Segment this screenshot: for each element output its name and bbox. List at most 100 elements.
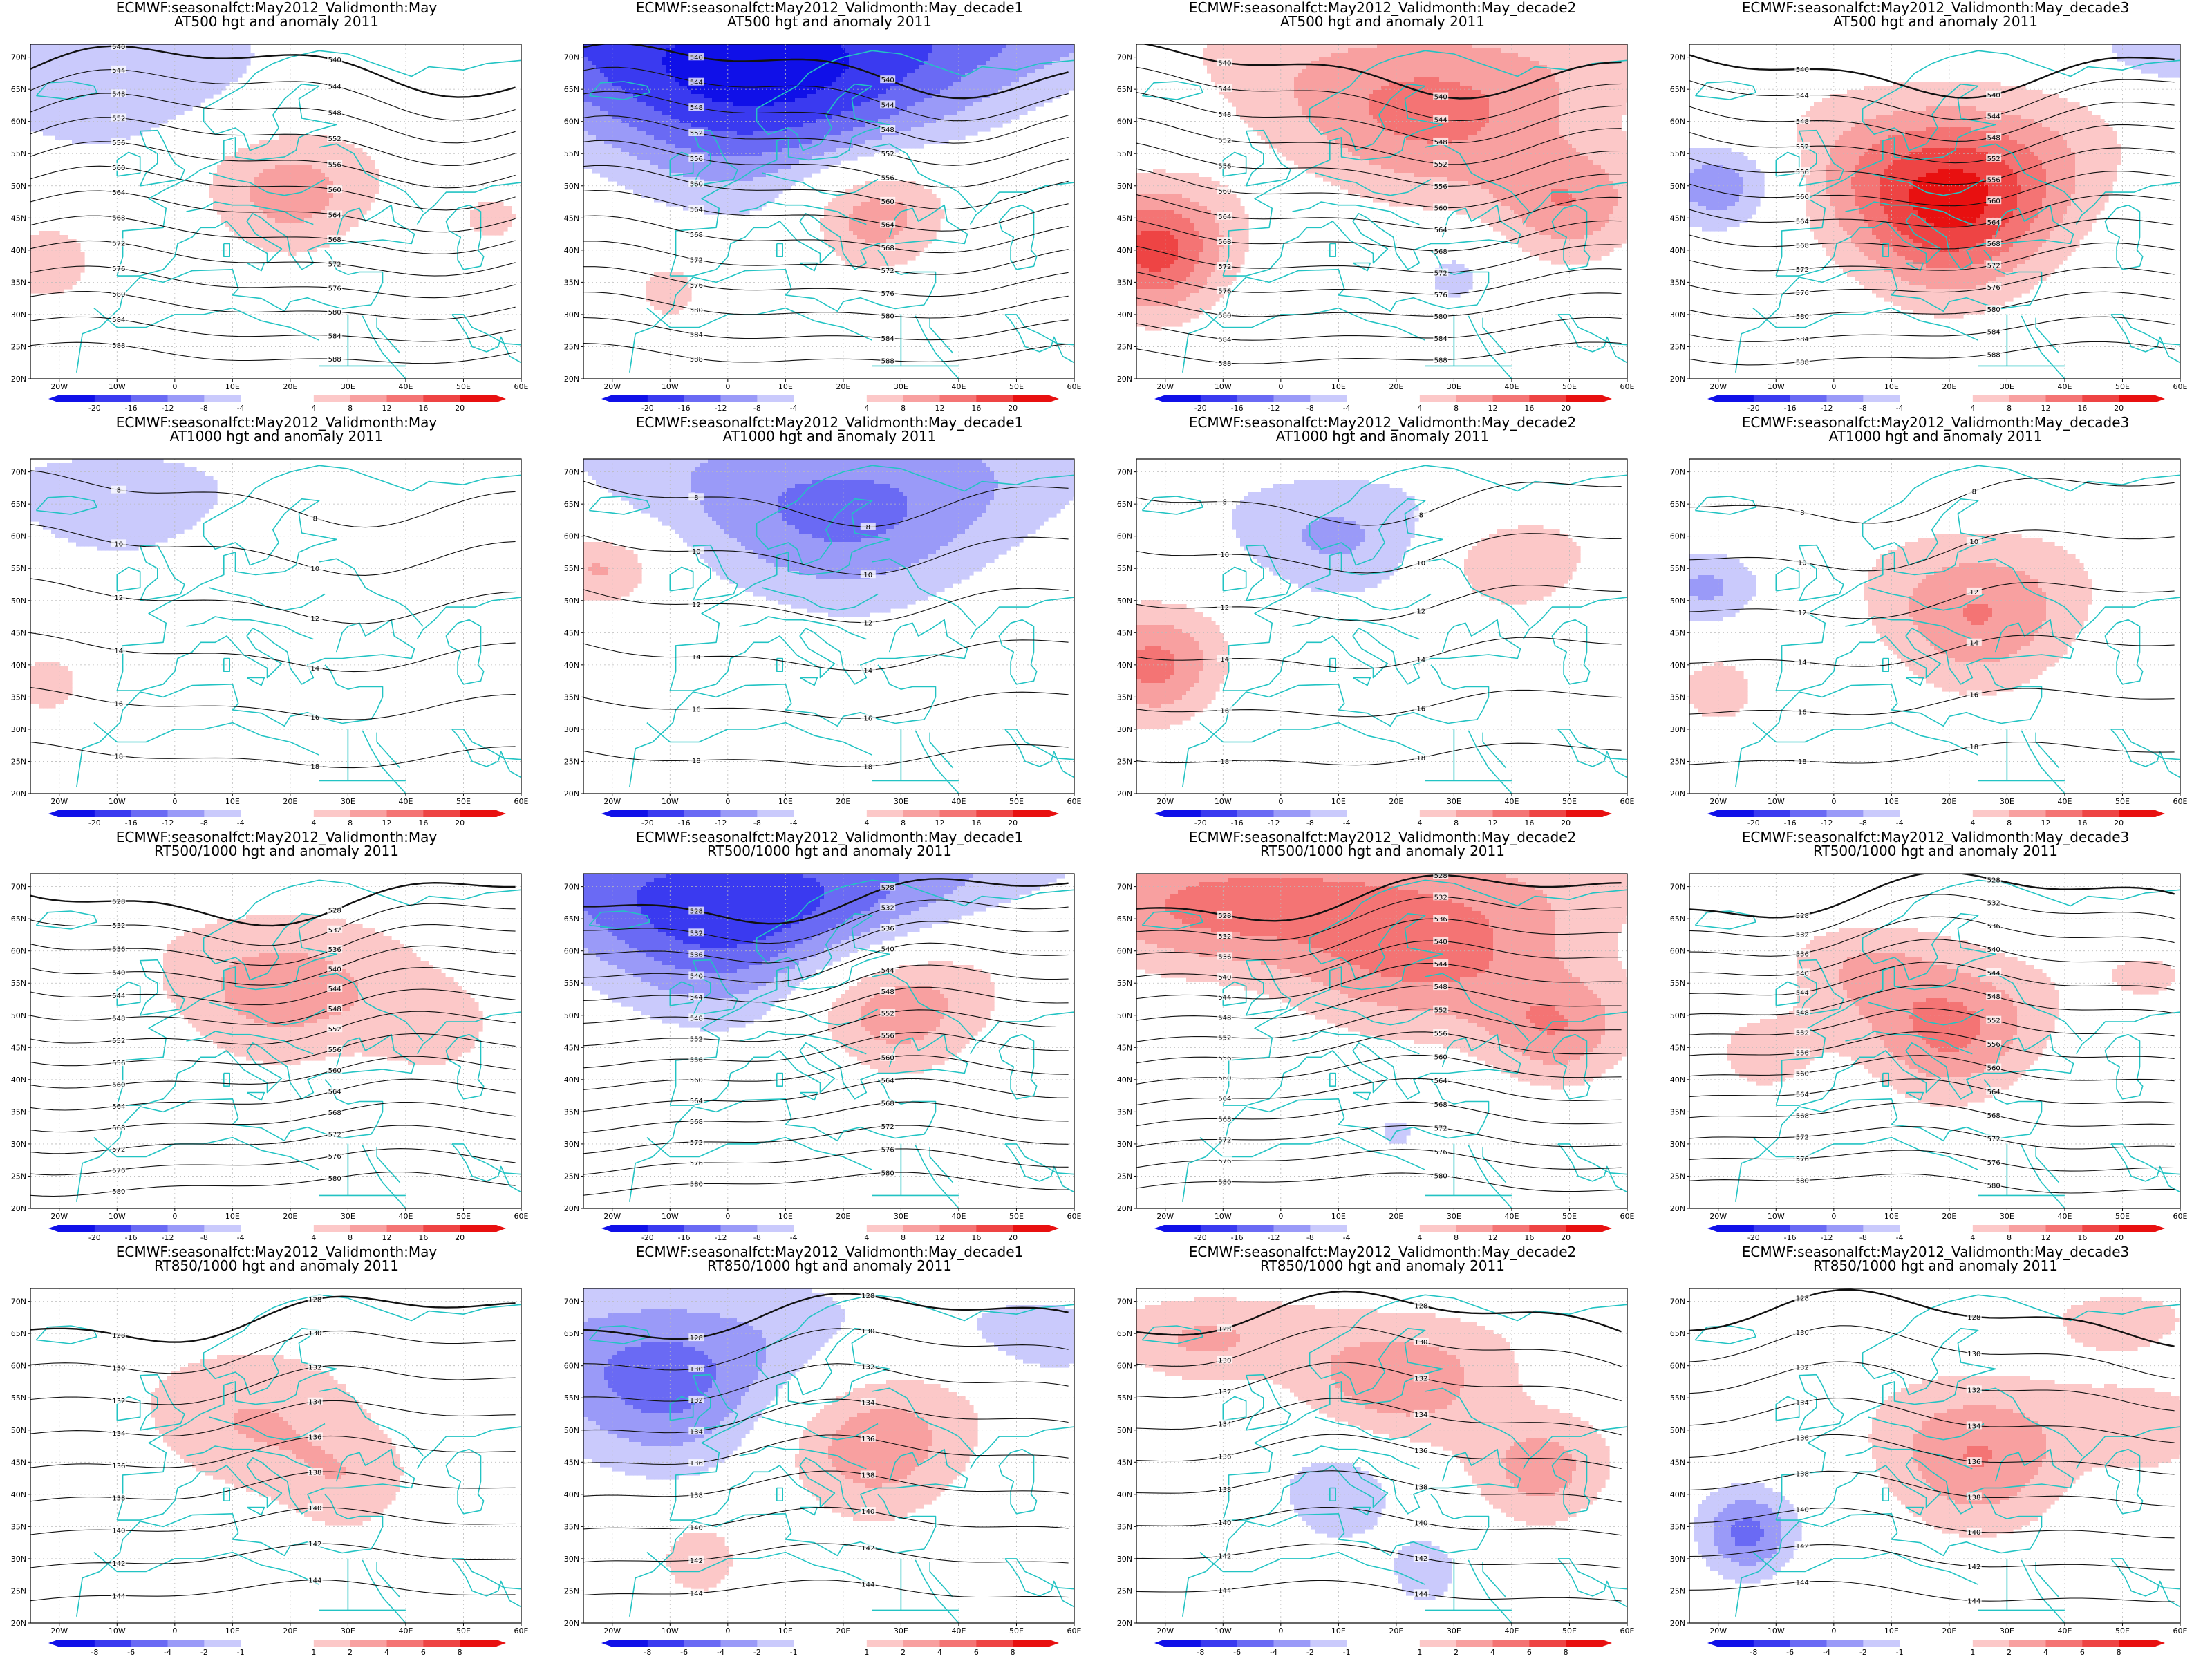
anomaly-cell	[791, 131, 796, 136]
anomaly-cell	[695, 111, 700, 115]
anomaly-cell	[242, 194, 247, 198]
anomaly-cell	[68, 90, 73, 95]
anomaly-cell	[753, 115, 758, 120]
anomaly-cell	[621, 98, 626, 103]
anomaly-cell	[886, 69, 891, 74]
anomaly-cell	[957, 53, 962, 57]
anomaly-cell	[337, 148, 342, 153]
anomaly-cell	[229, 73, 234, 78]
anomaly-cell	[803, 65, 808, 70]
anomaly-cell	[658, 115, 663, 120]
anomaly-cell	[317, 194, 321, 198]
anomaly-cell	[592, 86, 597, 91]
anomaly-cell	[953, 127, 957, 132]
anomaly-cell	[812, 65, 816, 70]
anomaly-cell	[641, 131, 646, 136]
anomaly-cell	[617, 77, 621, 82]
anomaly-cell	[654, 44, 659, 49]
anomaly-cell	[828, 61, 833, 66]
anomaly-cell	[275, 231, 280, 236]
anomaly-cell	[283, 218, 288, 223]
contour-label: 576	[328, 285, 341, 292]
anomaly-cell	[874, 106, 879, 111]
anomaly-cell	[288, 189, 292, 194]
anomaly-cell	[259, 243, 263, 248]
anomaly-cell	[874, 82, 879, 86]
anomaly-cell	[142, 111, 147, 115]
anomaly-cell	[671, 140, 675, 144]
anomaly-cell	[234, 198, 238, 203]
anomaly-cell	[30, 247, 35, 252]
anomaly-cell	[924, 53, 928, 57]
anomaly-cell	[766, 48, 771, 53]
anomaly-cell	[903, 69, 908, 74]
anomaly-cell	[279, 185, 284, 190]
anomaly-cell	[142, 119, 147, 124]
anomaly-cell	[766, 135, 771, 140]
anomaly-cell	[184, 90, 189, 95]
contour-label: 580	[112, 291, 125, 299]
anomaly-cell	[1023, 86, 1028, 91]
anomaly-cell	[292, 243, 297, 248]
anomaly-cell	[646, 57, 650, 62]
anomaly-cell	[192, 90, 197, 95]
anomaly-cell	[234, 223, 238, 227]
anomaly-cell	[782, 69, 787, 74]
anomaly-cell	[109, 86, 114, 91]
anomaly-cell	[832, 119, 837, 124]
anomaly-cell	[812, 94, 816, 99]
anomaly-cell	[51, 272, 56, 277]
anomaly-cell	[341, 144, 346, 149]
anomaly-cell	[762, 82, 767, 86]
anomaly-cell	[167, 94, 172, 99]
anomaly-cell	[998, 53, 1003, 57]
anomaly-cell	[93, 44, 97, 49]
anomaly-cell	[617, 102, 621, 107]
anomaly-cell	[915, 53, 920, 57]
anomaly-cell	[84, 53, 89, 57]
anomaly-cell	[940, 82, 945, 86]
anomaly-cell	[807, 90, 812, 95]
anomaly-cell	[259, 148, 263, 153]
anomaly-cell	[749, 119, 754, 124]
anomaly-cell	[588, 111, 592, 115]
anomaly-cell	[903, 61, 908, 66]
anomaly-cell	[948, 102, 953, 107]
anomaly-cell	[646, 48, 650, 53]
anomaly-cell	[495, 202, 500, 207]
anomaly-cell	[629, 111, 634, 115]
anomaly-cell	[300, 165, 305, 169]
anomaly-cell	[304, 198, 309, 203]
anomaly-cell	[118, 123, 122, 128]
anomaly-cell	[35, 264, 39, 269]
anomaly-cell	[254, 227, 259, 232]
anomaly-cell	[928, 94, 932, 99]
anomaly-cell	[745, 44, 750, 49]
anomaly-cell	[695, 94, 700, 99]
anomaly-cell	[68, 86, 73, 91]
anomaly-cell	[646, 61, 650, 66]
anomaly-cell	[741, 140, 746, 144]
anomaly-cell	[807, 44, 812, 49]
anomaly-cell	[51, 94, 56, 99]
anomaly-cell	[857, 140, 862, 144]
anomaly-cell	[588, 48, 592, 53]
anomaly-cell	[84, 135, 89, 140]
contour-label: 544	[328, 84, 341, 91]
anomaly-cell	[932, 106, 937, 111]
anomaly-cell	[737, 90, 742, 95]
anomaly-cell	[130, 131, 135, 136]
anomaly-cell	[758, 94, 762, 99]
anomaly-cell	[246, 202, 251, 207]
anomaly-cell	[841, 61, 845, 66]
anomaly-cell	[965, 44, 970, 49]
anomaly-cell	[666, 61, 671, 66]
anomaly-cell	[733, 123, 738, 128]
anomaly-cell	[346, 177, 350, 182]
anomaly-cell	[64, 131, 68, 136]
anomaly-cell	[101, 69, 106, 74]
anomaly-cell	[671, 77, 675, 82]
anomaly-cell	[495, 206, 500, 211]
anomaly-cell	[275, 160, 280, 165]
anomaly-cell	[375, 189, 379, 194]
